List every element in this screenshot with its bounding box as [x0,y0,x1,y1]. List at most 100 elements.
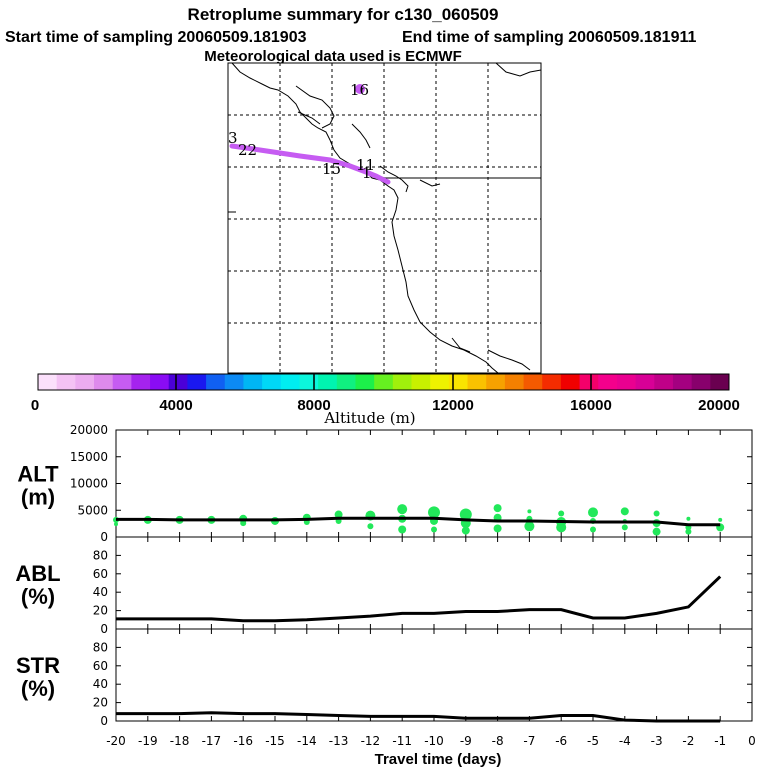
data-point [718,517,723,522]
colorbar-cell [318,374,338,390]
data-point [334,510,343,519]
y-tick-label: 10000 [70,477,108,491]
y-tick-label: 60 [93,659,108,673]
y-tick-label: 40 [93,677,108,691]
data-point [620,507,629,516]
map-panel: 16 3 22 15 11 1 [227,62,542,374]
data-point [652,527,661,536]
y-tick-label: 15000 [70,450,108,464]
panel-abl: 80 60 40 20 0 ABL(%) [15,536,753,636]
map-label-1: 1 [362,164,372,182]
data-point [653,510,660,517]
colorbar-cell [542,374,562,390]
x-tick-label: -17 [202,734,222,748]
met-data-label: Meteorological data used is ECMWF [204,48,462,65]
y-tick-label: 0 [100,530,108,544]
colorbar-tick-12000: 12000 [432,397,474,414]
y-tick-label: 40 [93,585,108,599]
data-point [114,522,118,527]
map-label-16: 16 [350,81,369,99]
colorbar-cell [336,374,356,390]
map-label-3: 3 [228,129,238,147]
data-point [398,525,407,534]
colorbar-cell [467,374,487,390]
colorbar-cell [523,374,543,390]
panel-str: 80 60 40 20 0 STR(%) [16,628,753,728]
colorbar-title: Altitude (m) [323,409,415,427]
colorbar-cell [672,374,693,390]
series-line [116,575,722,623]
data-point [527,509,532,514]
colorbar-cell [448,374,469,390]
x-tick-label: -9 [460,734,472,748]
colorbar-tick-20000: 20000 [698,397,740,414]
colorbar-cell [56,374,76,390]
y-tick-label: 5000 [77,503,108,517]
panel-unit-str: (%) [21,676,55,701]
colorbar-cell [430,374,450,390]
x-tick-label: -20 [106,734,126,748]
colorbar-cell [504,374,525,390]
x-tick-label: -16 [233,734,253,748]
map-label-15: 15 [322,160,341,178]
colorbar-cell [654,374,674,390]
x-tick-label: -1 [714,734,726,748]
x-tick-label: -4 [619,734,631,748]
colorbar: 0 4000 8000 12000 16000 20000 Altitude (… [31,373,740,427]
colorbar-major-ticks [175,374,592,390]
colorbar-cell [168,374,188,390]
x-tick-label: -15 [265,734,285,748]
data-point [686,516,691,521]
colorbar-cell [635,374,655,390]
data-point [367,523,374,530]
panel-label-alt: ALT [17,462,59,487]
x-tick-label: -2 [682,734,694,748]
colorbar-cell [710,374,730,390]
panel-unit-abl: (%) [21,584,55,609]
map-gridlines [228,63,541,373]
colorbar-tick-0: 0 [31,397,39,414]
colorbar-cell [598,374,618,390]
y-tick-label: 80 [93,640,108,654]
colorbar-frame [37,373,730,391]
colorbar-cell [299,374,319,390]
colorbar-cell [38,374,58,390]
colorbar-cell [150,374,170,390]
colorbar-cell [355,374,375,390]
colorbar-cell [112,374,132,390]
x-tick-label: -10 [424,734,444,748]
colorbar-cell [131,374,151,390]
colorbar-cell [392,374,413,390]
data-point [588,507,598,518]
panel-unit-alt: (m) [21,485,55,510]
x-axis-title: Travel time (days) [375,751,502,768]
plume-point-start [355,84,365,94]
colorbar-cell [579,374,599,390]
colorbar-tick-8000: 8000 [297,397,330,414]
x-tick-label: -5 [587,734,599,748]
x-tick-label: -7 [523,734,535,748]
panel-frame [115,536,753,630]
start-time-label: Start time of sampling 20060509.181903 [5,29,307,46]
colorbar-cell [616,374,637,390]
x-tick-label: -6 [555,734,567,748]
colorbar-cell [691,374,711,390]
series-line [116,516,721,527]
y-tick-label: 20 [93,604,108,618]
colorbar-cell [486,374,506,390]
end-time-label: End time of sampling 20060509.181911 [402,29,696,46]
x-tick-label: -11 [392,734,412,748]
colorbar-tick-16000: 16000 [570,397,612,414]
colorbar-cell [262,374,282,390]
panel-frame [115,628,753,722]
data-point [431,526,437,533]
x-tick-label: -13 [329,734,349,748]
x-tick-label: -19 [138,734,158,748]
series-line [116,711,721,723]
y-tick-label: 20 [93,696,108,710]
panel-label-str: STR [16,653,60,678]
map-label-22: 22 [238,141,257,159]
x-axis: -20 -19 -18 -17 -16 -15 -14 -13 -12 -11 -10 -9 -8 -7-… [106,734,756,748]
x-tick-label: -14 [297,734,317,748]
